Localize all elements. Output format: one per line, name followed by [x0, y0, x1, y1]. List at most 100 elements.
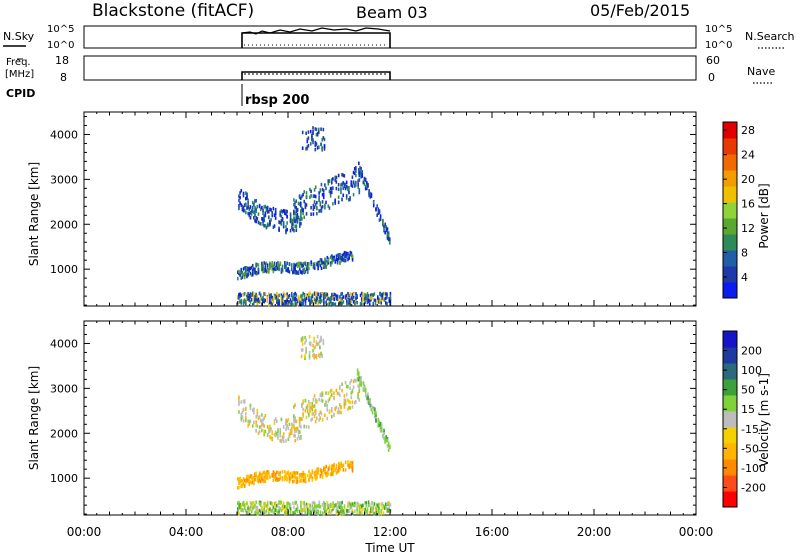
power-echo — [303, 261, 306, 266]
velocity-echo — [328, 466, 331, 471]
power-echo — [381, 293, 384, 298]
power-echo — [305, 194, 308, 199]
velocity-echo — [257, 479, 260, 483]
freq-label: Freq. — [6, 57, 31, 68]
velocity-echo — [332, 505, 334, 510]
velocity-echo — [388, 445, 391, 449]
power-echo — [302, 268, 305, 273]
velocity-echo — [241, 481, 244, 485]
velocity-echo — [287, 426, 290, 431]
velocity-echo — [319, 468, 322, 473]
power-echo — [304, 302, 307, 307]
power-echo — [238, 292, 240, 297]
power-echo — [296, 208, 299, 212]
velocity-echo — [350, 504, 353, 508]
power-echo — [328, 302, 331, 307]
velocity-echo — [313, 505, 316, 509]
velocity-echo — [273, 510, 276, 515]
velocity-echo — [272, 505, 275, 510]
velocity-echo — [245, 418, 247, 423]
velocity-echo — [292, 423, 294, 427]
velocity-echo — [334, 503, 337, 507]
velocity-echo — [364, 507, 366, 512]
power-echo — [239, 270, 241, 274]
power-echo — [357, 161, 360, 166]
velocity-echo — [265, 504, 268, 508]
velocity-echo — [342, 511, 345, 516]
velocity-echo — [356, 372, 359, 376]
power-echo — [340, 190, 342, 195]
velocity-echo — [341, 511, 344, 516]
power-echo — [304, 269, 307, 274]
velocity-echo — [301, 508, 303, 512]
velocity-echo — [351, 509, 354, 513]
velocity-echo — [350, 510, 353, 515]
velocity-echo — [358, 389, 361, 394]
power-echo — [323, 300, 325, 304]
power-echo — [341, 182, 343, 187]
velocity-echo — [357, 392, 359, 396]
power-echo — [326, 292, 329, 297]
power-echo — [385, 227, 388, 232]
velocity-echo — [263, 431, 265, 435]
velocity-echo — [249, 419, 252, 424]
velocity-echo — [269, 424, 271, 429]
power-echo — [347, 187, 349, 192]
velocity-echo — [347, 460, 349, 464]
power-echo — [245, 191, 247, 195]
velocity-echo — [272, 511, 275, 515]
velocity-echo — [359, 378, 361, 382]
velocity-echo — [374, 414, 376, 419]
power-echo — [380, 301, 383, 305]
power-echo — [286, 261, 288, 266]
power-echo — [327, 204, 330, 208]
power-echo — [382, 222, 384, 227]
velocity-echo — [293, 505, 295, 509]
power-echo — [361, 174, 364, 178]
velocity-echo — [335, 503, 338, 507]
power-echo — [373, 292, 376, 296]
velocity-echo — [311, 408, 314, 412]
power-echo — [331, 257, 333, 261]
power-echo — [322, 195, 325, 200]
power-echo — [314, 194, 317, 199]
velocity-echo — [304, 473, 307, 477]
power-echo — [312, 194, 315, 198]
velocity-echo — [369, 397, 372, 402]
x-axis-title: Time UT — [364, 541, 415, 554]
velocity-echo — [250, 476, 253, 480]
velocity-echo — [298, 475, 301, 479]
power-echo — [295, 213, 297, 218]
power-echo — [269, 265, 271, 269]
power-echo — [280, 295, 283, 300]
freq-hi: 18 — [55, 54, 69, 67]
power-echo — [315, 127, 318, 132]
velocity-echo — [284, 509, 286, 514]
freq-lo: 8 — [60, 71, 67, 84]
velocity-echo — [335, 508, 338, 512]
velocity-echo — [238, 485, 240, 490]
velocity-echo — [266, 470, 269, 474]
power-echo — [304, 299, 307, 303]
power-echo — [278, 301, 280, 306]
velocity-echo — [293, 474, 295, 478]
power-echo — [315, 142, 318, 146]
freq-unit-label: [MHz] — [5, 69, 34, 80]
power-echo — [284, 293, 286, 297]
power-ytick-label: 3000 — [50, 173, 78, 186]
velocity-echo — [286, 477, 288, 481]
power-echo — [286, 298, 288, 302]
velocity-echo — [284, 504, 286, 509]
velocity-echo — [289, 510, 292, 515]
velocity-echo — [270, 501, 272, 506]
power-echo — [364, 177, 367, 182]
velocity-echo — [274, 506, 277, 510]
velocity-echo — [293, 415, 295, 419]
velocity-echo — [263, 504, 265, 509]
power-echo — [296, 219, 299, 223]
velocity-echo — [341, 463, 344, 468]
velocity-echo — [358, 398, 361, 402]
velocity-echo — [298, 416, 301, 421]
power-echo — [287, 295, 290, 299]
power-echo — [296, 299, 299, 304]
